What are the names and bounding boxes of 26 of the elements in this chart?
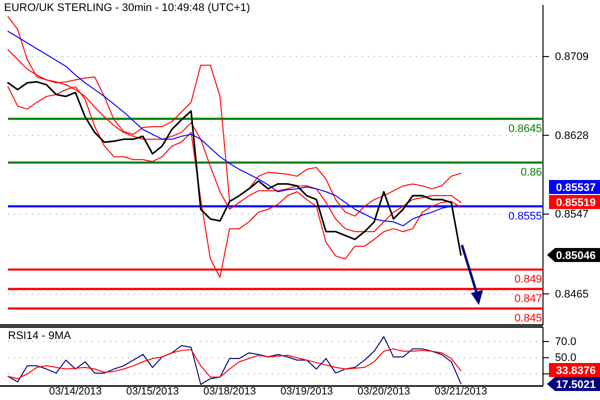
ref-line-label: 0.8645 bbox=[508, 122, 542, 135]
x-tick-label: 03/14/2013 bbox=[49, 385, 102, 398]
text: 0.85519 bbox=[556, 197, 596, 209]
x-tick-label: 03/15/2013 bbox=[126, 385, 179, 398]
ref-line-label: 0.86 bbox=[520, 166, 542, 179]
x-tick-label: 03/19/2013 bbox=[280, 385, 334, 398]
text: 17.5021 bbox=[556, 379, 596, 391]
y-tick-label: 0.8628 bbox=[555, 130, 589, 142]
y-tick-label: 0.8709 bbox=[555, 51, 589, 64]
ref-line-label: 0.849 bbox=[514, 274, 542, 286]
y-tick-label: 0.8465 bbox=[555, 288, 589, 300]
y-tick-label: 70.0 bbox=[555, 336, 576, 348]
chart-title: EURO/UK STERLING - 30min - 10:49:48 (UTC+1) bbox=[4, 2, 250, 14]
y-tick-label: 0.8547 bbox=[555, 208, 589, 221]
text: 0.85046 bbox=[556, 250, 596, 262]
text: 0.85537 bbox=[556, 182, 596, 194]
ref-line-label: 0.847 bbox=[514, 293, 542, 306]
chart-title: RSI14 - 9MA bbox=[8, 330, 72, 342]
x-tick-label: 03/18/2013 bbox=[203, 385, 256, 398]
ref-line-label: 0.845 bbox=[514, 312, 542, 324]
text: 33.8376 bbox=[556, 365, 596, 377]
ref-line-label: 0.8555 bbox=[508, 210, 542, 222]
x-tick-label: 03/20/2013 bbox=[358, 385, 410, 398]
y-tick-label: 50.0 bbox=[555, 352, 576, 364]
x-tick-label: 03/21/2013 bbox=[434, 385, 488, 398]
line-series bbox=[8, 348, 462, 380]
